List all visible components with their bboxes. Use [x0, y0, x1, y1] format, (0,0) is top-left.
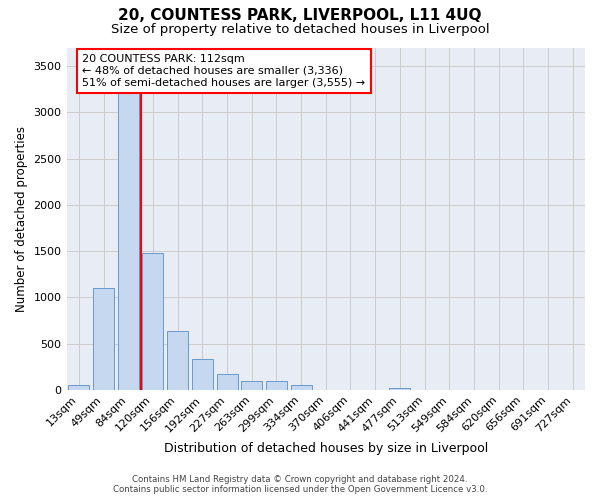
- Bar: [290, 384, 311, 390]
- Text: Size of property relative to detached houses in Liverpool: Size of property relative to detached ho…: [110, 22, 490, 36]
- Bar: [217, 374, 238, 390]
- Bar: [192, 360, 213, 390]
- Text: 20 COUNTESS PARK: 112sqm
← 48% of detached houses are smaller (3,336)
51% of sem: 20 COUNTESS PARK: 112sqm ← 48% of detach…: [82, 54, 365, 88]
- Bar: [68, 385, 89, 390]
- Bar: [389, 388, 410, 390]
- Bar: [118, 80, 139, 390]
- Bar: [142, 253, 163, 390]
- Bar: [241, 380, 262, 390]
- Bar: [167, 330, 188, 390]
- Text: 20, COUNTESS PARK, LIVERPOOL, L11 4UQ: 20, COUNTESS PARK, LIVERPOOL, L11 4UQ: [118, 8, 482, 22]
- Y-axis label: Number of detached properties: Number of detached properties: [15, 126, 28, 312]
- X-axis label: Distribution of detached houses by size in Liverpool: Distribution of detached houses by size …: [164, 442, 488, 455]
- Bar: [266, 381, 287, 390]
- Text: Contains HM Land Registry data © Crown copyright and database right 2024.
Contai: Contains HM Land Registry data © Crown c…: [113, 474, 487, 494]
- Bar: [93, 288, 114, 390]
